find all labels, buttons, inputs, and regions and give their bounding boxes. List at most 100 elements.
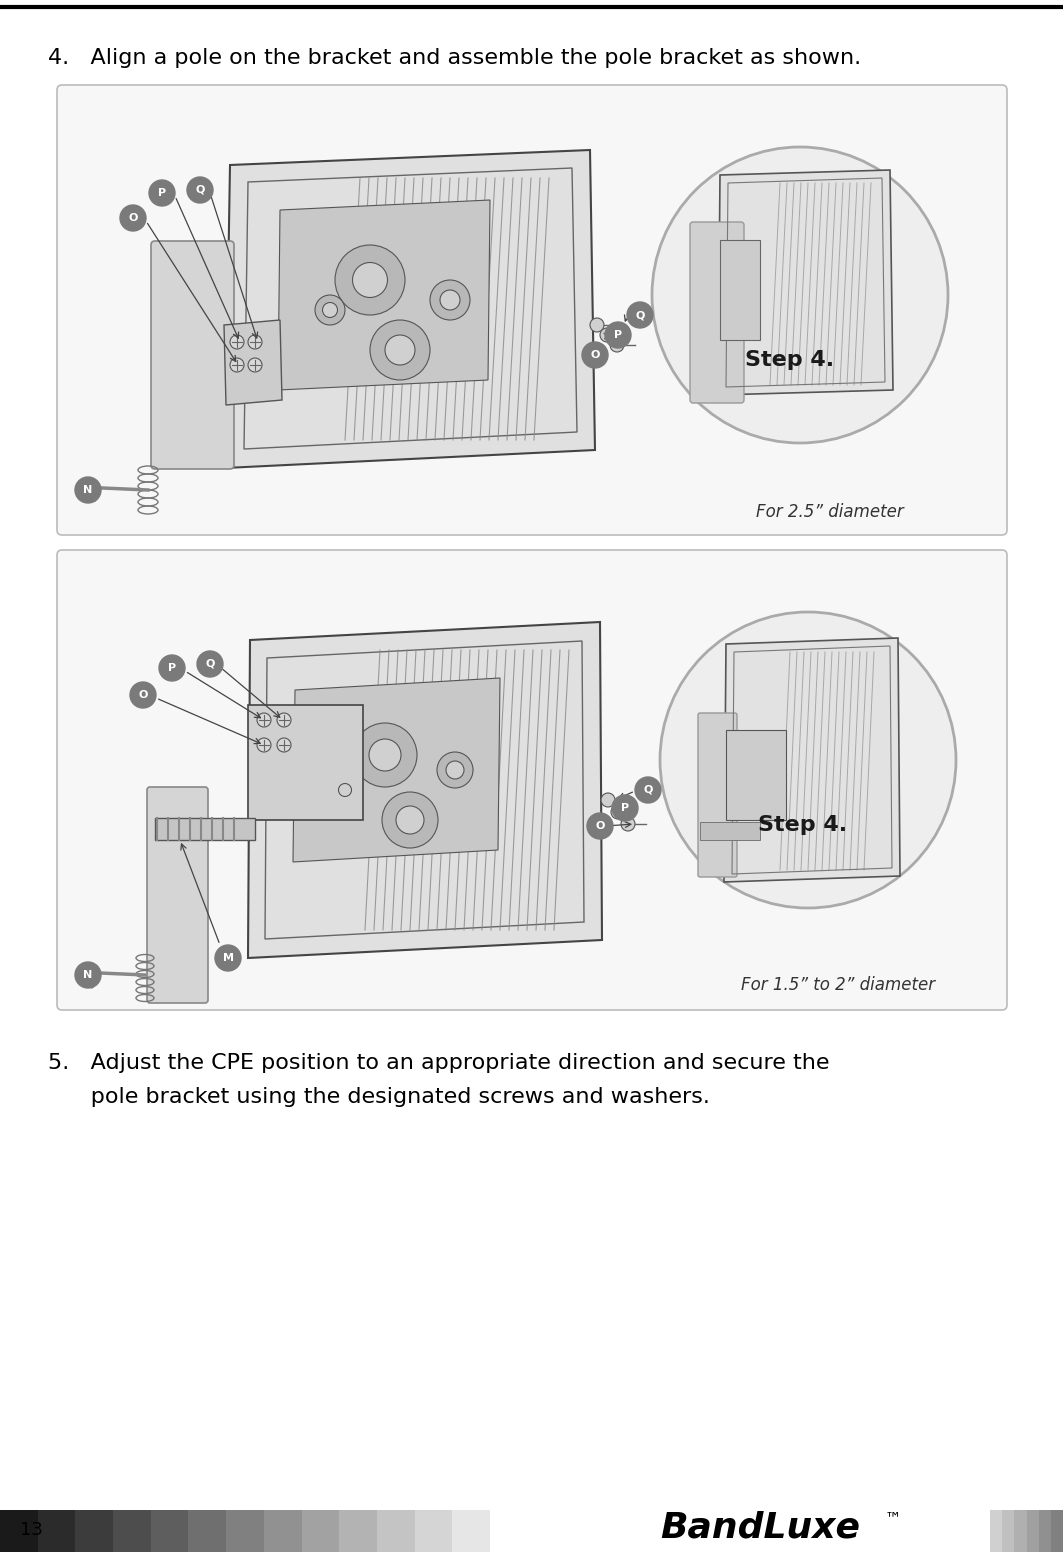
Circle shape [652,147,948,442]
Circle shape [590,318,604,332]
FancyBboxPatch shape [698,712,737,877]
Circle shape [248,359,261,372]
Bar [990,1510,1002,1552]
Circle shape [322,303,337,318]
Polygon shape [224,320,282,405]
Circle shape [353,262,388,298]
Bar [726,729,786,819]
Text: For 1.5” to 2” diameter: For 1.5” to 2” diameter [741,976,935,993]
Text: Q: Q [205,660,215,669]
Text: N: N [83,970,92,979]
Polygon shape [248,622,602,958]
Text: P: P [168,663,176,674]
Text: P: P [158,188,166,199]
Circle shape [583,341,608,368]
Bar [1051,1510,1063,1552]
Circle shape [635,778,661,802]
Polygon shape [718,171,893,396]
Bar [151,1510,188,1552]
Circle shape [587,813,613,840]
Text: BandLuxe: BandLuxe [660,1512,860,1544]
Circle shape [431,279,470,320]
Circle shape [130,681,156,708]
Circle shape [197,650,223,677]
Text: 5.   Adjust the CPE position to an appropriate direction and secure the: 5. Adjust the CPE position to an appropr… [48,1052,829,1072]
Circle shape [353,723,417,787]
Bar [1014,1510,1027,1552]
Circle shape [248,335,261,349]
Circle shape [332,778,358,802]
Circle shape [187,177,213,203]
FancyBboxPatch shape [57,549,1007,1010]
Text: P: P [614,331,622,340]
Text: For 2.5” diameter: For 2.5” diameter [756,503,904,521]
Bar [1027,1510,1039,1552]
Circle shape [120,205,146,231]
Circle shape [338,784,352,796]
Bar [0,1510,37,1552]
Text: Q: Q [196,185,205,196]
Bar [188,1510,226,1552]
Bar [415,1510,453,1552]
Bar [155,818,255,840]
Circle shape [382,792,438,847]
Bar [75,1510,113,1552]
Circle shape [446,760,465,779]
Polygon shape [724,638,900,882]
Text: O: O [590,351,600,360]
Circle shape [612,795,638,821]
Circle shape [149,180,175,206]
Text: M: M [222,953,234,962]
Text: Step 4.: Step 4. [758,815,847,835]
Text: Q: Q [636,310,644,320]
Bar [701,823,760,840]
Bar [248,705,362,819]
Text: ™: ™ [885,1509,901,1527]
Bar [264,1510,302,1552]
FancyBboxPatch shape [147,787,208,1003]
Text: 4.   Align a pole on the bracket and assemble the pole bracket as shown.: 4. Align a pole on the bracket and assem… [48,48,861,68]
Circle shape [335,245,405,315]
Bar [226,1510,264,1552]
Circle shape [621,816,635,830]
Circle shape [440,290,460,310]
Circle shape [600,327,614,341]
Bar [302,1510,339,1552]
FancyBboxPatch shape [690,222,744,404]
Text: 13: 13 [20,1521,43,1540]
Bar [113,1510,151,1552]
Circle shape [437,753,473,788]
Circle shape [370,320,431,380]
Text: N: N [83,484,92,495]
Text: P: P [621,802,629,813]
Circle shape [369,739,401,771]
Circle shape [215,945,241,972]
Bar [1002,1510,1014,1552]
Text: O: O [138,691,148,700]
Circle shape [660,611,956,908]
Circle shape [75,476,101,503]
Circle shape [257,739,271,753]
Bar [1039,1510,1051,1552]
Bar [453,1510,490,1552]
Polygon shape [279,200,490,390]
Text: pole bracket using the designated screws and washers.: pole bracket using the designated screws… [48,1086,710,1107]
Polygon shape [293,678,500,861]
FancyBboxPatch shape [151,241,234,469]
Text: O: O [595,821,605,830]
Circle shape [277,739,291,753]
Circle shape [610,338,624,352]
Circle shape [230,359,244,372]
Circle shape [385,335,415,365]
Circle shape [159,655,185,681]
Bar [339,1510,377,1552]
Circle shape [611,805,625,819]
Circle shape [230,335,244,349]
Circle shape [277,712,291,726]
Circle shape [601,793,615,807]
Circle shape [257,712,271,726]
Bar [720,241,760,340]
Bar [37,1510,75,1552]
Circle shape [396,805,424,833]
Polygon shape [225,151,595,469]
